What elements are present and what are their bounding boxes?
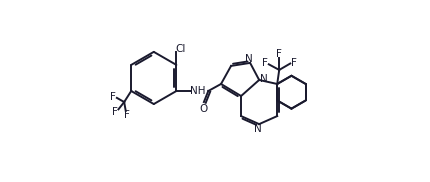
Text: O: O	[200, 104, 208, 114]
Text: F: F	[276, 49, 282, 59]
Text: N: N	[245, 54, 253, 64]
Text: N: N	[260, 74, 267, 84]
Text: N: N	[254, 124, 262, 134]
Text: F: F	[111, 92, 116, 102]
Text: NH: NH	[190, 86, 205, 96]
Text: Cl: Cl	[175, 44, 186, 54]
Text: F: F	[292, 58, 297, 68]
Text: F: F	[262, 58, 268, 68]
Text: F: F	[124, 110, 130, 120]
Text: F: F	[112, 107, 118, 117]
